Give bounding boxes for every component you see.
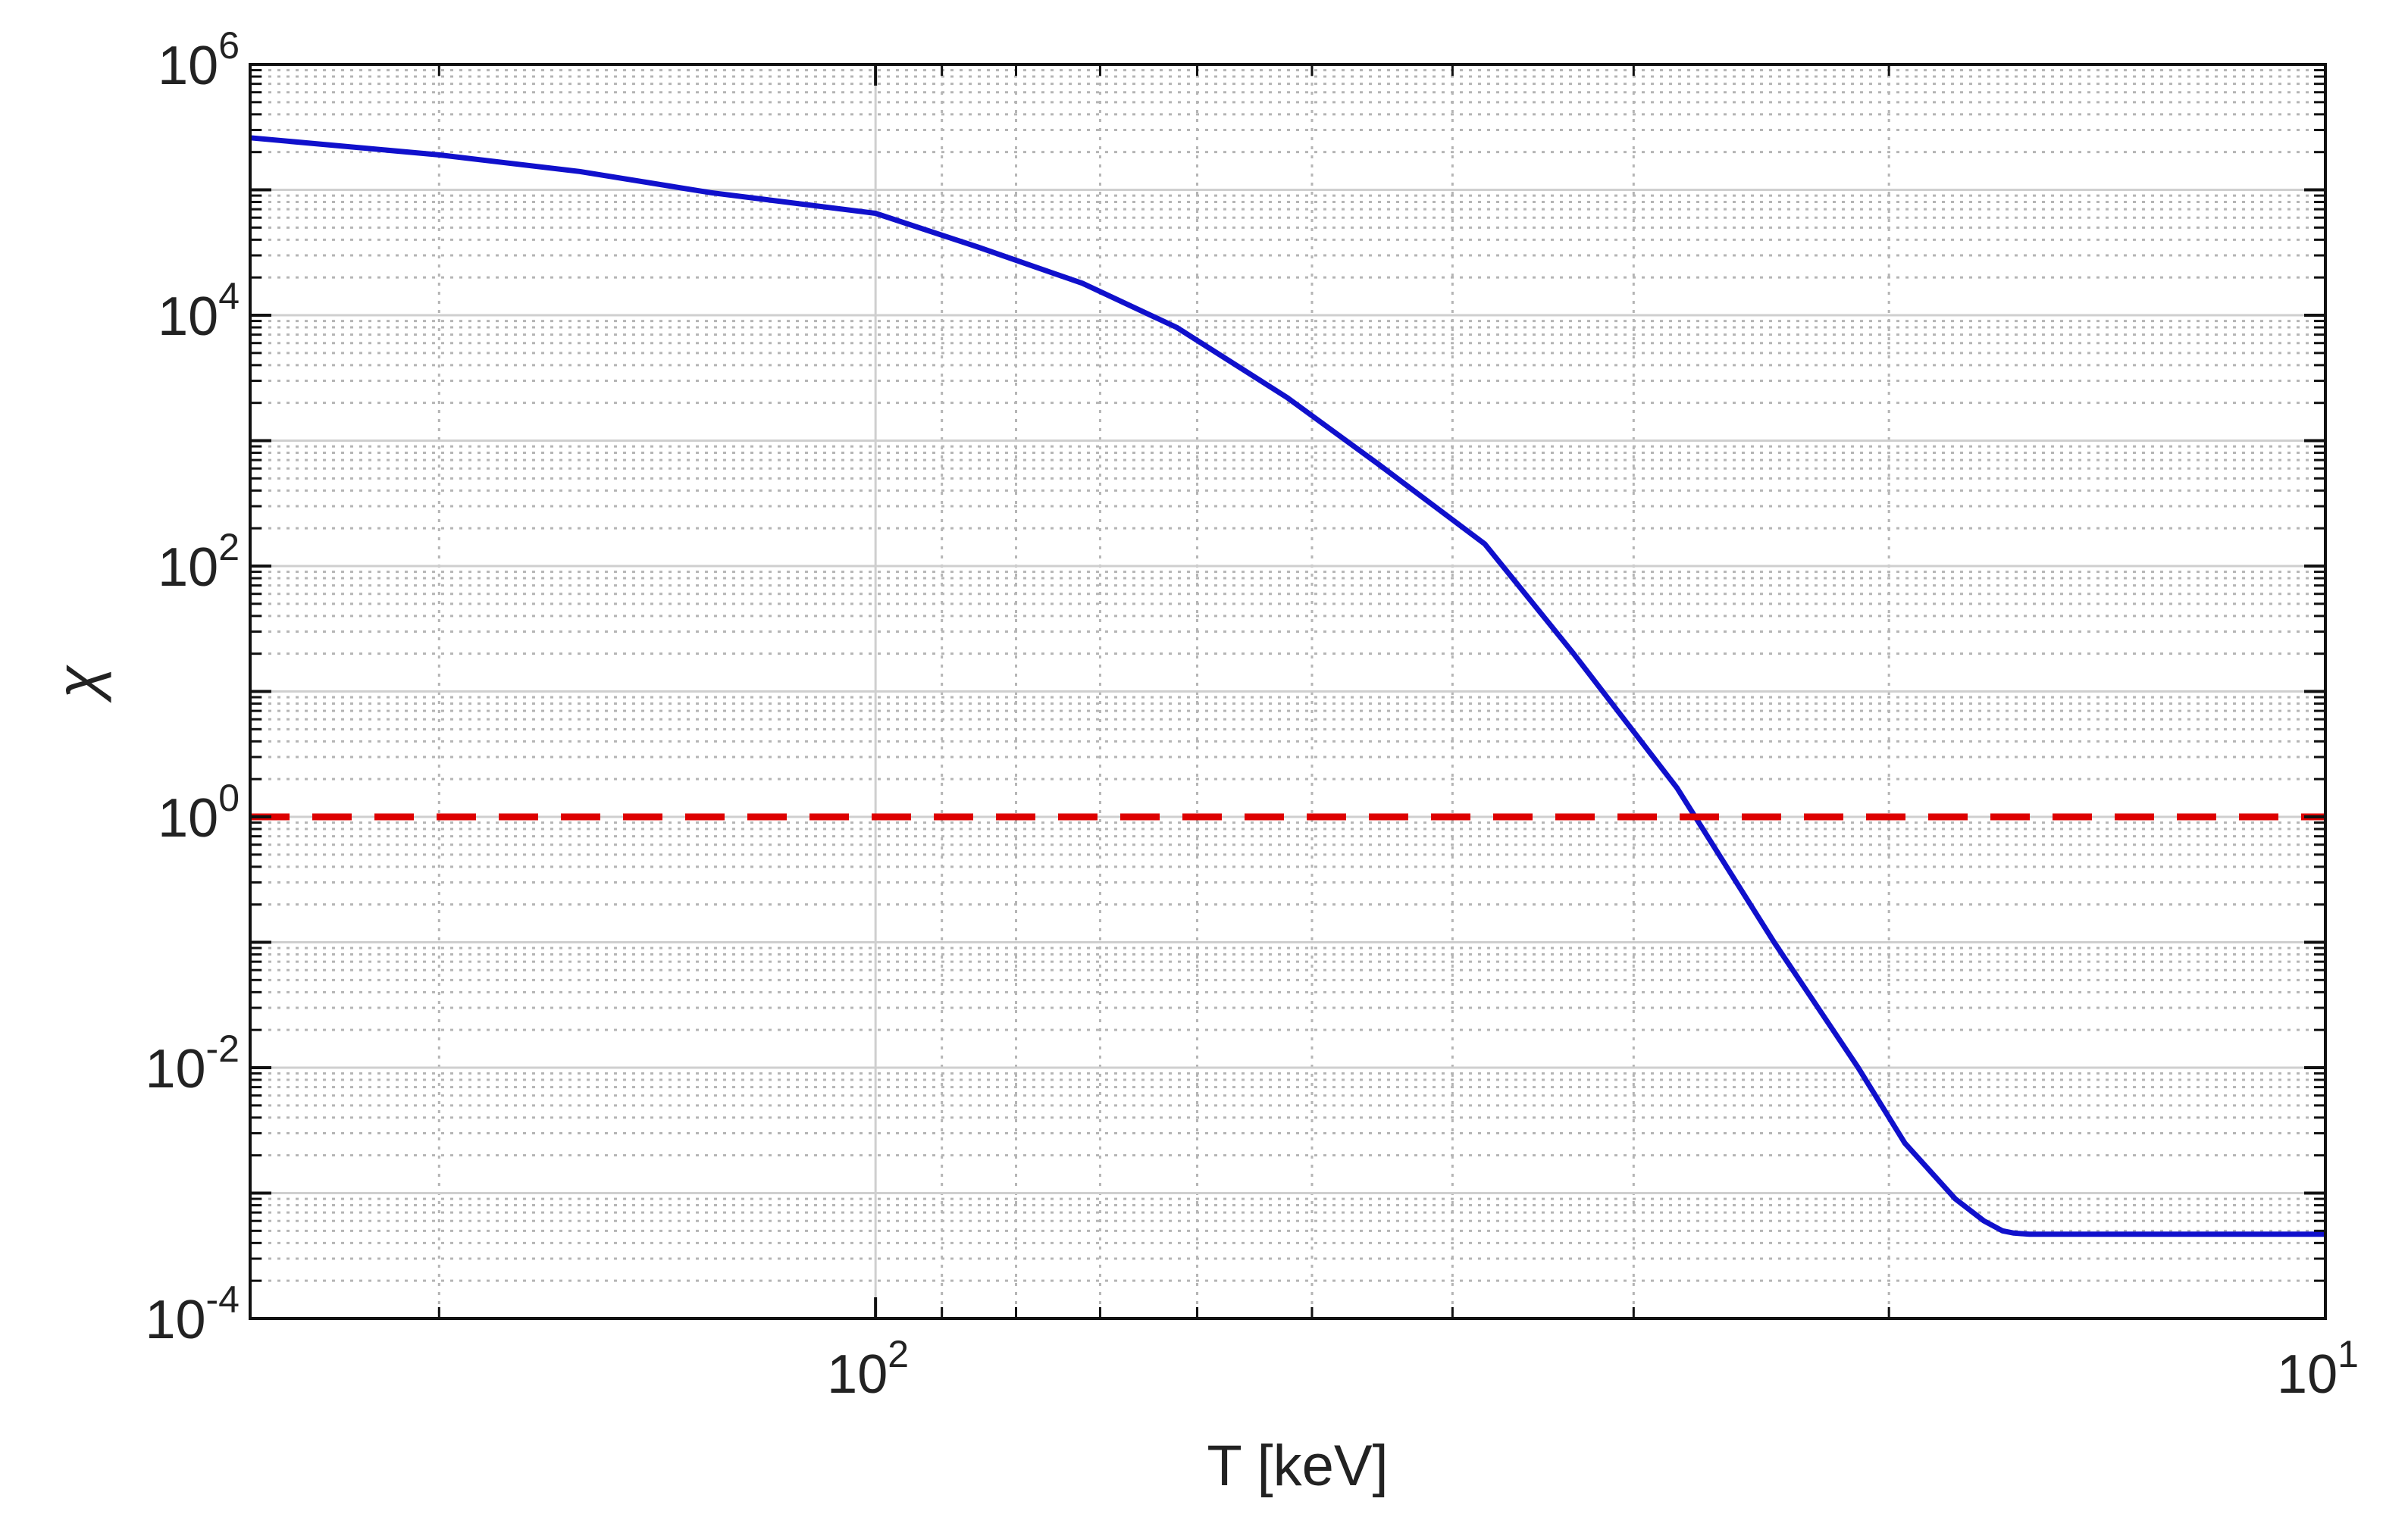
x-tick-label-exponent: 1 xyxy=(2338,1333,2359,1375)
x-tick-labels: 102 101 xyxy=(827,1333,2359,1405)
y-tick-label-exponent: -2 xyxy=(206,1028,240,1070)
x-axis-label: T [keV] xyxy=(1207,1434,1388,1498)
y-tick-label: 10-4 xyxy=(145,1278,240,1350)
y-tick-label: 104 xyxy=(158,275,240,347)
y-tick-label-base: 10 xyxy=(158,537,218,598)
chi-curve xyxy=(249,135,2325,1237)
y-tick-label-exponent: 6 xyxy=(218,24,240,67)
y-tick-label: 106 xyxy=(158,24,240,96)
x-tick-label-base: 10 xyxy=(2277,1344,2338,1405)
x-tick-label-exponent: 2 xyxy=(888,1333,909,1375)
plot-frame xyxy=(249,63,2327,1320)
y-tick-label-base: 10 xyxy=(145,1290,205,1350)
y-tick-label-exponent: 0 xyxy=(218,777,240,819)
y-tick-label-base: 10 xyxy=(158,788,218,849)
y-tick-label-exponent: 4 xyxy=(218,275,240,318)
series-layer xyxy=(249,135,2325,1237)
y-tick-label-base: 10 xyxy=(145,1039,205,1100)
y-axis-label: χ xyxy=(44,665,111,703)
x-tick-label: 101 xyxy=(2277,1333,2359,1405)
y-tick-label-exponent: -4 xyxy=(206,1278,240,1321)
y-tick-label: 10-2 xyxy=(145,1028,240,1100)
y-tick-label: 102 xyxy=(158,526,240,598)
x-tick-label: 102 xyxy=(827,1333,909,1405)
minor-grid xyxy=(250,64,2325,1318)
y-tick-label-base: 10 xyxy=(158,36,218,96)
y-tick-label-base: 10 xyxy=(158,286,218,347)
y-tick-label-exponent: 2 xyxy=(218,526,240,568)
x-tick-label-base: 10 xyxy=(827,1344,888,1405)
y-tick-label: 100 xyxy=(158,777,240,849)
